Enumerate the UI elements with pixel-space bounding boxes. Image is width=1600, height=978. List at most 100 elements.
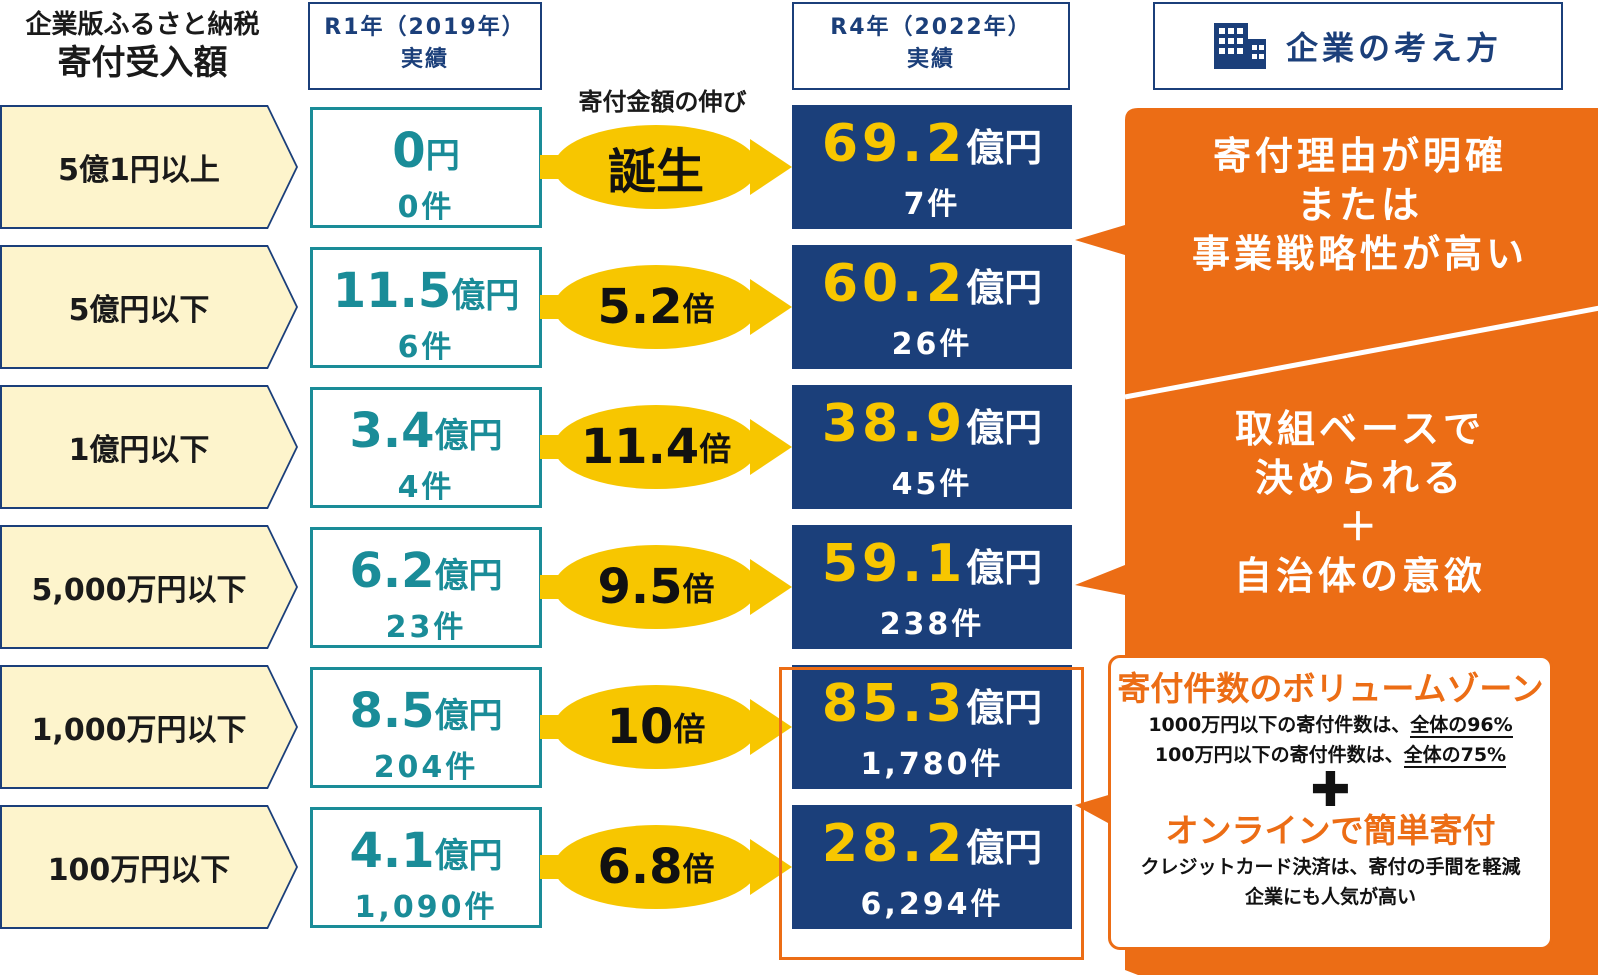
r4-amount: 38.9億円	[792, 395, 1072, 465]
category-label: 5,000万円以下	[0, 525, 298, 649]
r4-amount-number: 60.2	[821, 254, 967, 314]
growth-arrow	[540, 545, 792, 629]
category-text: 5,000万円以下	[2, 527, 296, 647]
growth-number: 11.4	[580, 419, 700, 475]
volume-line-1: 1000万円以下の寄付件数は、全体の96%	[1111, 710, 1550, 740]
r4-amount-unit: 億円	[966, 546, 1043, 590]
r1-amount-number: 6.2	[349, 543, 435, 599]
category-label: 5億円以下	[0, 245, 298, 369]
r1-count: 1,090件	[354, 890, 498, 925]
r1-value-box: 0円 0件	[310, 107, 542, 228]
r4-count: 6,294件	[860, 887, 1004, 922]
r1-count: 6件	[397, 330, 455, 365]
think-block-2: 取組ベースで 決められる ＋ 自治体の意欲	[1130, 405, 1590, 601]
r4-count: 238件	[879, 607, 985, 642]
growth-factor: 誕生	[556, 105, 756, 229]
growth-unit: 倍	[699, 430, 732, 468]
volume-line-2: 100万円以下の寄付件数は、全体の75%	[1111, 740, 1550, 770]
category-text: 5億円以下	[2, 247, 296, 367]
volume-zone-callout: 寄付件数のボリュームゾーン 1000万円以下の寄付件数は、全体の96% 100万…	[1108, 655, 1553, 950]
r1-count: 204件	[373, 750, 479, 785]
online-line-1: クレジットカード決済は、寄付の手間を軽減	[1140, 856, 1521, 878]
r4-amount-number: 69.2	[821, 114, 967, 174]
r4-header-line-1: R4年（2022年）	[830, 15, 1032, 40]
r4-amount-number: 85.3	[821, 674, 967, 734]
growth-factor: 11.4 倍	[556, 385, 756, 509]
r4-count: 7件	[903, 187, 961, 222]
growth-number: 6.8	[597, 839, 683, 895]
building-icon	[1213, 23, 1266, 69]
growth-factor: 5.2 倍	[556, 245, 756, 369]
volume-line-1-em: 全体の96%	[1410, 714, 1513, 738]
category-text: 100万円以下	[2, 807, 296, 927]
r1-count: 0件	[397, 190, 455, 225]
r1-header-line-2: 実績	[400, 47, 449, 72]
r1-amount: 8.5億円	[313, 684, 539, 749]
title-line-1: 企業版ふるさと納税	[25, 10, 260, 40]
volume-zone-highlight	[779, 667, 1084, 960]
think-block-2-plus: ＋	[1338, 505, 1381, 549]
r4-count: 26件	[891, 327, 973, 362]
think-block-2-line: 取組ベースで	[1234, 407, 1486, 451]
think-block-1-line: 寄付理由が明確	[1212, 134, 1507, 178]
r4-amount: 85.3億円	[792, 675, 1072, 745]
growth-factor: 6.8 倍	[556, 805, 756, 929]
category-text: 1億円以下	[2, 387, 296, 507]
r4-value-box: 59.1億円 238件	[792, 525, 1072, 649]
r1-amount-unit: 億円	[434, 416, 503, 456]
online-title: オンラインで簡単寄付	[1165, 811, 1496, 850]
chart-title: 企業版ふるさと納税 寄付受入額	[0, 6, 285, 82]
r1-value-box: 8.5億円 204件	[310, 667, 542, 788]
category-text: 1,000万円以下	[2, 667, 296, 787]
r1-amount-unit: 億円	[451, 276, 520, 316]
r4-value-box: 38.9億円 45件	[792, 385, 1072, 509]
r1-amount-number: 3.4	[349, 403, 435, 459]
r1-amount-number: 0	[392, 123, 426, 179]
growth-number: 9.5	[597, 559, 683, 615]
r4-amount-unit: 億円	[966, 686, 1043, 730]
r4-header-line-2: 実績	[906, 47, 955, 72]
r4-value-box: 69.2億円 7件	[792, 105, 1072, 229]
r1-amount: 3.4億円	[313, 404, 539, 469]
growth-number: 5.2	[597, 279, 683, 335]
r1-header-line-1: R1年（2019年）	[324, 15, 526, 40]
r4-amount: 59.1億円	[792, 535, 1072, 605]
r1-amount-unit: 円	[425, 136, 460, 176]
title-line-2: 寄付受入額	[57, 43, 228, 83]
growth-unit: 倍	[682, 570, 715, 608]
think-block-2-line: 決められる	[1254, 456, 1465, 500]
growth-arrow	[540, 265, 792, 349]
category-label: 1,000万円以下	[0, 665, 298, 789]
r4-amount-unit: 億円	[966, 126, 1043, 170]
r4-amount: 69.2億円	[792, 115, 1072, 185]
r1-count: 4件	[397, 470, 455, 505]
growth-unit: 倍	[682, 290, 715, 328]
growth-factor: 10 倍	[556, 665, 756, 789]
r4-amount-number: 38.9	[821, 394, 967, 454]
volume-line-1-text: 1000万円以下の寄付件数は、	[1148, 714, 1411, 736]
r1-value-box: 6.2億円 23件	[310, 527, 542, 648]
category-label: 5億1円以上	[0, 105, 298, 229]
growth-factor: 9.5 倍	[556, 525, 756, 649]
r1-amount: 6.2億円	[313, 544, 539, 609]
category-text: 5億1円以上	[2, 107, 296, 227]
growth-header: 寄付金額の伸び	[578, 88, 747, 116]
think-header: 企業の考え方	[1153, 2, 1563, 90]
r1-amount-number: 11.5	[332, 263, 452, 319]
r1-amount: 11.5億円	[313, 264, 539, 329]
r4-header: R4年（2022年） 実績	[792, 2, 1070, 90]
r4-value-box: 85.3億円 1,780件	[792, 665, 1072, 789]
volume-line-2-em: 全体の75%	[1403, 744, 1507, 768]
r1-amount-number: 8.5	[349, 683, 435, 739]
r4-count: 1,780件	[860, 747, 1004, 782]
category-label: 100万円以下	[0, 805, 298, 929]
r4-count: 45件	[891, 467, 973, 502]
think-block-1: 寄付理由が明確 または 事業戦略性が高い	[1130, 132, 1590, 279]
growth-unit: 倍	[682, 850, 715, 888]
plus-icon: ✚	[1310, 762, 1351, 818]
growth-arrow	[540, 685, 792, 769]
r4-amount-number: 59.1	[821, 534, 967, 594]
growth-number: 誕生	[607, 144, 704, 200]
growth-unit: 倍	[673, 710, 706, 748]
volume-line-2-text: 100万円以下の寄付件数は、	[1154, 744, 1404, 766]
